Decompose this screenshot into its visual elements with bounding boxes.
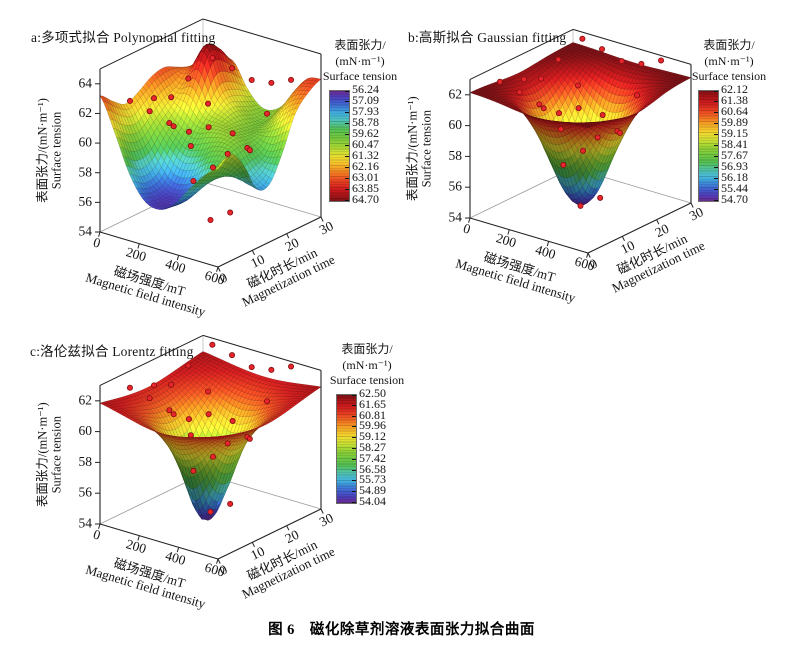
figure-caption: 图 6 磁化除草剂溶液表面张力拟合曲面 [268, 622, 535, 638]
plot-b-colorbar: 表面张力/ (mN·m⁻¹) Surface tension 62.12 61.3… [690, 38, 768, 206]
colorbar-tick-label: 61.38 [721, 93, 748, 107]
colorbar-gradient [698, 89, 719, 202]
colorbar-tick-mark [714, 199, 718, 201]
colorbar-tick-label: 62.50 [359, 386, 386, 400]
plot-a-title: a:多项式拟合 Polynomial fitting [31, 30, 216, 45]
colorbar-tick-label: 58.41 [721, 137, 748, 151]
colorbar-tick-label: 59.62 [352, 126, 379, 140]
colorbar-title-cn: 表面张力/ [334, 38, 386, 52]
colorbar-tick-mark [714, 134, 718, 135]
plot-c-3d-scene [0, 322, 402, 652]
colorbar-tick-mark [352, 480, 356, 482]
colorbar-tick-label: 62.16 [352, 159, 379, 173]
colorbar-title-cn: 表面张力/ [341, 342, 393, 356]
colorbar-tick-label: 62.12 [721, 82, 748, 96]
colorbar-tick-label: 59.15 [721, 126, 748, 140]
colorbar-tick-mark [714, 112, 718, 113]
colorbar-tick-label: 54.89 [359, 483, 386, 498]
colorbar-tick-mark [352, 394, 356, 396]
colorbar-title-cn: 表面张力/ [703, 38, 755, 52]
colorbar-tick-label: 54.04 [359, 494, 386, 508]
colorbar-tick-mark [714, 101, 718, 102]
colorbar-tick-label: 64.70 [352, 192, 379, 206]
colorbar-tick-mark [714, 178, 718, 179]
colorbar-tick-label: 60.81 [359, 407, 386, 422]
colorbar-tick-mark [345, 199, 349, 201]
colorbar-tick-mark [714, 145, 718, 146]
colorbar-tick-mark [345, 90, 349, 92]
colorbar-gradient [329, 89, 350, 202]
colorbar-tick-mark [345, 101, 349, 102]
colorbar-tick-mark [714, 167, 718, 168]
colorbar-tick-mark [352, 415, 356, 417]
colorbar-tick-label: 57.67 [721, 148, 748, 162]
colorbar-tick-mark [352, 448, 356, 449]
colorbar-tick-mark [352, 491, 356, 493]
colorbar-tick-label: 58.27 [359, 440, 386, 454]
colorbar-tick-label: 58.78 [352, 115, 379, 129]
colorbar-tick-label: 63.85 [352, 181, 379, 195]
colorbar-tick-label: 59.89 [721, 115, 748, 129]
colorbar-gradient [336, 393, 357, 504]
colorbar-tick-label: 60.64 [721, 104, 748, 118]
colorbar-tick-mark [714, 156, 718, 157]
colorbar-tick-mark [352, 501, 356, 503]
colorbar-tick-label: 59.96 [359, 418, 386, 433]
colorbar-tick-mark [345, 145, 349, 146]
colorbar-tick-mark [345, 112, 349, 113]
colorbar-tick-mark [345, 134, 349, 135]
colorbar-title-unit: (mN·m⁻¹) [704, 53, 754, 68]
plot-a-colorbar: 表面张力/ (mN·m⁻¹) Surface tension 56.24 57.0… [321, 38, 399, 206]
colorbar-tick-mark [352, 437, 356, 439]
plot-c-colorbar: 表面张力/ (mN·m⁻¹) Surface tension 62.50 61.6… [328, 342, 406, 508]
colorbar-tick-mark [345, 123, 349, 124]
colorbar-tick-label: 60.47 [352, 137, 379, 151]
colorbar-tick-label: 55.73 [359, 472, 386, 487]
colorbar-tick-mark [352, 426, 356, 428]
colorbar-tick-mark [714, 189, 718, 190]
plot-b-3d-scene [401, 0, 803, 332]
plot-c-title: c:洛伦兹拟合 Lorentz fitting [30, 344, 194, 359]
colorbar-tick-label: 56.58 [359, 461, 386, 476]
colorbar-tick-label: 55.44 [721, 181, 748, 195]
colorbar-tick-mark [352, 469, 356, 471]
colorbar-title-en: Surface tension [322, 69, 398, 83]
colorbar-tick-mark [345, 189, 349, 190]
colorbar-tick-mark [345, 156, 349, 157]
colorbar-tick-label: 56.24 [352, 82, 379, 96]
colorbar-tick-mark [345, 178, 349, 179]
colorbar-tick-label: 57.93 [352, 104, 379, 118]
colorbar-tick-mark [352, 404, 356, 406]
colorbar-title-unit: (mN·m⁻¹) [335, 53, 385, 68]
colorbar-tick-label: 56.18 [721, 170, 748, 184]
colorbar-tick-label: 61.32 [352, 148, 379, 162]
colorbar-tick-labels: 62.12 61.38 60.64 59.89 59.15 58.41 57.67 56.93… [721, 83, 765, 206]
colorbar-tick-mark [345, 167, 349, 168]
colorbar-tick-labels: 56.24 57.09 57.93 58.78 59.62 60.47 61.32 62.16… [352, 83, 396, 206]
colorbar-tick-mark [714, 123, 718, 124]
colorbar-tick-label: 57.09 [352, 93, 379, 107]
colorbar-tick-mark [352, 458, 356, 460]
colorbar-tick-label: 56.93 [721, 159, 748, 173]
colorbar-tick-label: 59.12 [359, 429, 386, 444]
colorbar-tick-mark [714, 90, 718, 92]
colorbar-title-en: Surface tension [691, 69, 767, 83]
colorbar-tick-label: 54.70 [721, 192, 748, 206]
colorbar-title-en: Surface tension [329, 373, 405, 387]
colorbar-tick-label: 63.01 [352, 170, 379, 184]
colorbar-title-unit: (mN·m⁻¹) [342, 357, 392, 372]
colorbar-tick-label: 61.65 [359, 396, 386, 411]
plot-b-title: b:高斯拟合 Gaussian fitting [408, 30, 567, 45]
colorbar-tick-labels: 62.50 61.65 60.81 59.96 59.12 58.27 57.42 56.58… [359, 387, 403, 508]
colorbar-tick-label: 57.42 [359, 450, 386, 465]
